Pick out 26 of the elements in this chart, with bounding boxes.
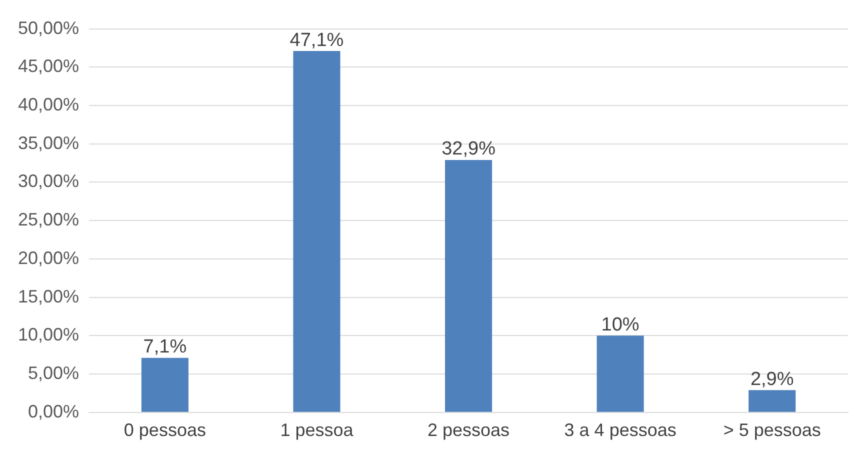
y-tick-label: 45,00% <box>18 56 80 76</box>
data-label: 7,1% <box>143 336 187 358</box>
y-tick-label: 25,00% <box>18 210 80 230</box>
x-tick-label: 0 pessoas <box>124 420 206 440</box>
data-label: 32,9% <box>442 138 496 160</box>
y-tick-label: 15,00% <box>18 286 80 306</box>
x-tick-label: 2 pessoas <box>427 420 510 440</box>
x-tick-label: > 5 pessoas <box>723 420 821 440</box>
bar <box>293 51 340 412</box>
bar <box>444 160 492 412</box>
y-tick-label: 50,00% <box>18 18 80 38</box>
bar <box>596 336 644 412</box>
y-tick-label: 20,00% <box>18 248 80 268</box>
bar <box>141 358 188 412</box>
bar <box>748 390 796 412</box>
data-label: 10% <box>601 314 640 336</box>
y-tick-label: 40,00% <box>18 94 80 114</box>
y-tick-label: 35,00% <box>18 132 80 153</box>
x-tick-label: 3 a 4 pessoas <box>564 420 676 440</box>
data-label: 2,9% <box>750 368 794 390</box>
y-tick-label: 10,00% <box>18 324 80 345</box>
x-tick-label: 1 pessoa <box>280 420 354 440</box>
y-tick-label: 5,00% <box>28 363 80 384</box>
y-tick-label: 30,00% <box>18 171 80 192</box>
data-label: 47,1% <box>290 30 344 51</box>
y-tick-label: 0,00% <box>28 401 80 422</box>
